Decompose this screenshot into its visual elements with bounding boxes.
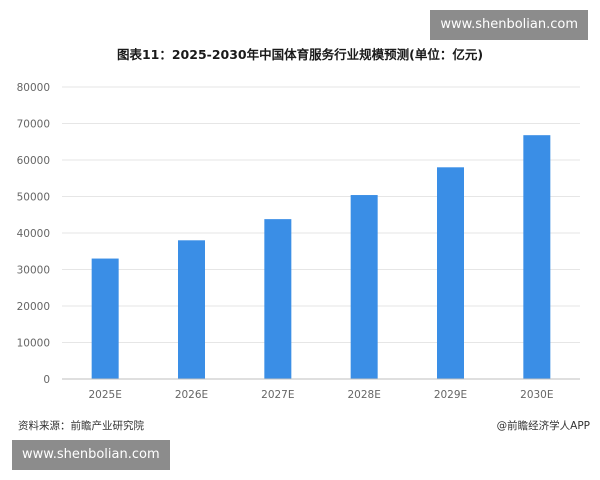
- x-tick-label: 2027E: [261, 389, 294, 401]
- y-tick-label: 40000: [17, 228, 50, 240]
- y-tick-label: 70000: [17, 119, 50, 131]
- chart-title: 图表11：2025-2030年中国体育服务行业规模预测(单位：亿元): [116, 47, 484, 62]
- y-tick-label: 50000: [17, 192, 50, 204]
- x-axis-ticks: 2025E 2026E 2027E 2028E 2029E 2030E: [88, 389, 553, 401]
- bar-2030E: [523, 135, 551, 379]
- bar-2025E: [91, 258, 119, 379]
- watermark-bottom: www.shenbolian.com: [12, 440, 170, 470]
- x-tick-label: 2028E: [347, 389, 380, 401]
- y-tick-label: 10000: [17, 338, 50, 350]
- bars: [91, 135, 551, 379]
- y-tick-label: 30000: [17, 265, 50, 277]
- y-tick-label: 20000: [17, 301, 50, 313]
- x-tick-label: 2029E: [434, 389, 467, 401]
- grid-lines: [62, 86, 580, 343]
- bar-2029E: [437, 167, 464, 379]
- credit-note: @前瞻经济学人APP: [496, 420, 590, 432]
- watermark-top: www.shenbolian.com: [430, 10, 588, 40]
- x-tick-label: 2025E: [88, 389, 121, 401]
- source-note: 资料来源：前瞻产业研究院: [18, 420, 144, 432]
- x-tick-label: 2026E: [175, 389, 208, 401]
- y-tick-label: 80000: [17, 82, 50, 94]
- y-tick-label: 0: [43, 374, 50, 386]
- bar-2028E: [350, 195, 378, 379]
- y-tick-label: 60000: [17, 155, 50, 167]
- y-axis-ticks: 0 10000 20000 30000 40000 50000 60000 70000 8000…: [17, 82, 50, 386]
- x-tick-label: 2030E: [520, 389, 553, 401]
- bar-2026E: [178, 240, 205, 379]
- bar-2027E: [264, 219, 292, 379]
